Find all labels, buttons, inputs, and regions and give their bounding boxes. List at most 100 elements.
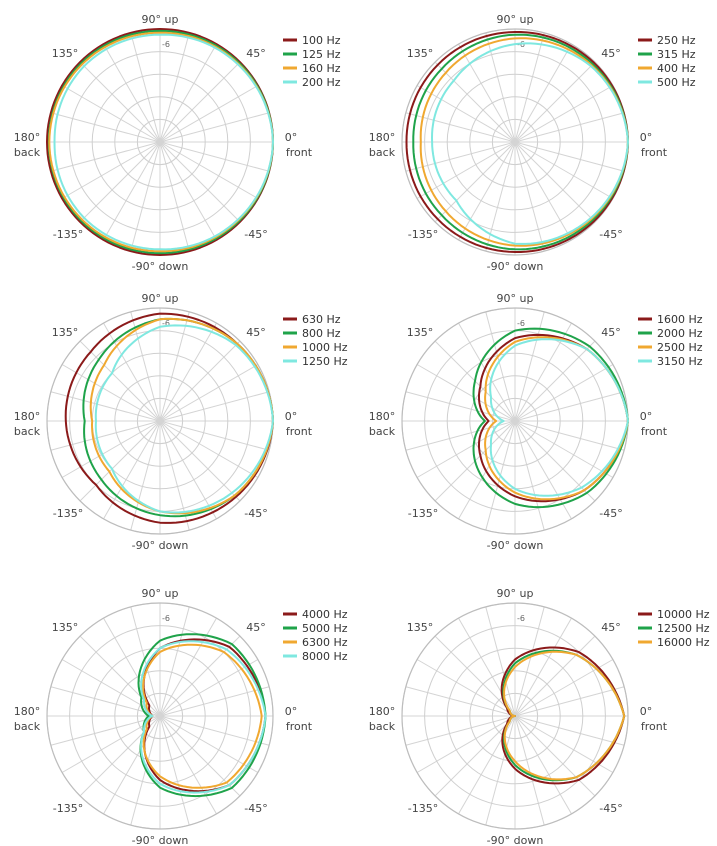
grid-spoke xyxy=(103,617,161,717)
angle-label-back: back xyxy=(14,425,41,438)
angle-label-back: back xyxy=(14,146,41,159)
angle-label-180: 180° xyxy=(369,131,396,144)
grid-spoke xyxy=(159,43,217,143)
grid-spoke xyxy=(159,112,270,143)
series-line-1 xyxy=(46,28,274,256)
grid-spoke xyxy=(159,715,190,826)
grid-spoke xyxy=(485,311,516,422)
angle-label-front: front xyxy=(641,425,668,438)
grid-spoke xyxy=(485,715,516,826)
ring-label: -6 xyxy=(517,319,525,328)
legend-label: 4000 Hz xyxy=(302,608,348,621)
grid-spoke xyxy=(485,141,516,252)
grid-spoke xyxy=(514,32,545,143)
grid-spoke xyxy=(416,364,516,422)
angle-label-front: front xyxy=(286,146,313,159)
grid-ring xyxy=(491,692,539,740)
ring-label: -6 xyxy=(517,614,525,623)
angle-label-minus-45: -45° xyxy=(244,802,267,815)
angle-label-minus-90: -90° down xyxy=(487,260,544,273)
legend-label: 315 Hz xyxy=(657,48,696,61)
angle-label-minus-45: -45° xyxy=(599,228,622,241)
grid-ring xyxy=(469,96,561,188)
grid-spoke xyxy=(130,32,161,143)
grid-spoke xyxy=(514,141,545,252)
series-line-1 xyxy=(405,31,629,253)
grid-spoke xyxy=(514,420,596,502)
grid-ring xyxy=(491,118,539,166)
grid-ring xyxy=(91,73,229,211)
grid-spoke xyxy=(514,141,614,199)
grid-spoke xyxy=(50,391,161,422)
angle-label-180: 180° xyxy=(14,131,41,144)
grid-spoke xyxy=(514,420,572,520)
grid-spoke xyxy=(405,112,516,143)
angle-label-minus-45: -45° xyxy=(599,802,622,815)
grid-spoke xyxy=(50,686,161,717)
grid-spoke xyxy=(61,141,161,199)
grid-spoke xyxy=(514,112,625,143)
angle-label-minus-90: -90° down xyxy=(132,539,189,552)
angle-label-minus-45: -45° xyxy=(244,507,267,520)
grid-spoke xyxy=(79,141,161,223)
angle-label-minus-90: -90° down xyxy=(132,260,189,273)
grid-spoke xyxy=(514,715,596,797)
series-line-3 xyxy=(48,31,274,253)
grid-spoke xyxy=(514,715,545,826)
grid-spoke xyxy=(79,61,161,143)
grid-spoke xyxy=(159,340,241,422)
grid-spoke xyxy=(103,141,161,241)
grid-spoke xyxy=(434,141,516,223)
angle-label-front: front xyxy=(286,720,313,733)
angle-label-back: back xyxy=(369,720,396,733)
grid-spoke xyxy=(416,659,516,717)
grid-spoke xyxy=(159,391,270,422)
grid-spoke xyxy=(514,311,545,422)
grid-spoke xyxy=(416,420,516,478)
grid-spoke xyxy=(130,420,161,531)
grid-spoke xyxy=(50,715,161,746)
series-line-3 xyxy=(484,336,629,501)
legend-label: 8000 Hz xyxy=(302,650,348,663)
grid-spoke xyxy=(514,364,614,422)
grid-spoke xyxy=(416,85,516,143)
grid-spoke xyxy=(485,606,516,717)
grid-ring xyxy=(136,118,184,166)
grid-spoke xyxy=(514,606,545,717)
grid-spoke xyxy=(434,715,516,797)
grid-spoke xyxy=(103,43,161,143)
angle-label-0: 0° xyxy=(640,705,653,718)
legend-label: 160 Hz xyxy=(302,62,341,75)
grid-spoke xyxy=(159,141,217,241)
grid-spoke xyxy=(514,141,596,223)
grid-spoke xyxy=(159,322,217,422)
angle-label-minus-90: -90° down xyxy=(487,539,544,552)
grid-ring xyxy=(424,51,606,233)
grid-spoke xyxy=(159,420,270,451)
grid-ring xyxy=(114,670,206,762)
grid-spoke xyxy=(159,617,217,717)
angle-label-180: 180° xyxy=(369,705,396,718)
grid-spoke xyxy=(514,715,572,815)
grid-spoke xyxy=(458,43,516,143)
grid-spoke xyxy=(514,141,572,241)
grid-spoke xyxy=(485,32,516,143)
grid-ring xyxy=(424,625,606,807)
legend-label: 630 Hz xyxy=(302,313,341,326)
angle-label-front: front xyxy=(286,425,313,438)
grid-spoke xyxy=(103,322,161,422)
legend-label: 6300 Hz xyxy=(302,636,348,649)
angle-label-135: 135° xyxy=(52,621,79,634)
grid-outer-ring xyxy=(401,602,629,830)
angle-label-minus-45: -45° xyxy=(599,507,622,520)
grid-outer-ring xyxy=(46,602,274,830)
series-line-3 xyxy=(89,317,274,515)
ring-label: -6 xyxy=(162,614,170,623)
angle-label-90: 90° up xyxy=(497,13,534,26)
grid-spoke xyxy=(159,715,270,746)
series-line-1 xyxy=(64,312,274,524)
angle-label-90: 90° up xyxy=(497,587,534,600)
grid-spoke xyxy=(61,420,161,478)
series-line-3 xyxy=(419,37,629,247)
